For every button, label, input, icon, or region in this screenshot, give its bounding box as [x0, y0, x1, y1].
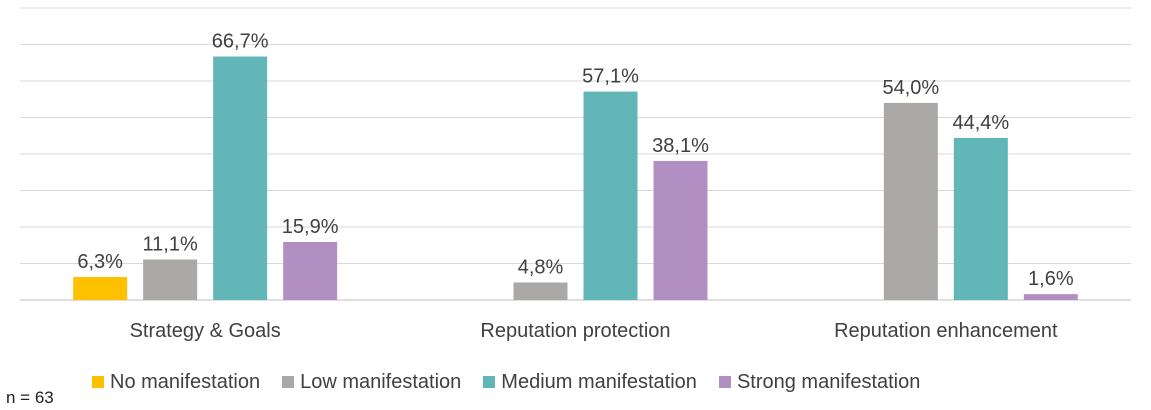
- bar: [143, 259, 198, 300]
- legend-item: No manifestation: [92, 371, 260, 394]
- category-labels: Strategy & Goals Reputation protection Rep…: [130, 320, 1058, 342]
- data-label: 54,0%: [882, 77, 939, 99]
- bar: [73, 277, 128, 300]
- bars: [73, 56, 1078, 301]
- category-label: Reputation enhancement: [834, 320, 1058, 342]
- legend-item: Strong manifestation: [718, 370, 921, 394]
- legend-swatch: [282, 376, 295, 388]
- data-label: 66,7%: [212, 31, 269, 53]
- legend-label: Medium manifestation: [501, 370, 697, 393]
- bar: [1023, 294, 1078, 300]
- data-label: 4,8%: [518, 256, 564, 278]
- data-label: 6,3%: [77, 251, 123, 273]
- legend: No manifestation Low manifestation Medium …: [92, 368, 942, 396]
- data-label: 38,1%: [652, 135, 709, 157]
- legend-swatch: [718, 376, 731, 388]
- category-label: Strategy & Goals: [130, 320, 281, 342]
- legend-swatch: [483, 376, 496, 388]
- data-label: 1,6%: [1028, 268, 1074, 290]
- bar: [583, 91, 638, 301]
- bar: [883, 102, 938, 301]
- data-label: 15,9%: [282, 216, 339, 238]
- legend-label: Strong manifestation: [736, 370, 921, 393]
- legend-label: Low manifestation: [300, 370, 462, 393]
- legend-swatch: [92, 376, 104, 388]
- legend-label: No manifestation: [110, 370, 261, 393]
- sample-size-note: n = 63: [6, 388, 54, 407]
- bar: [953, 137, 1008, 300]
- bar: [213, 56, 268, 300]
- data-label: 11,1%: [143, 233, 198, 255]
- bar: [653, 160, 708, 300]
- bar: [513, 282, 568, 300]
- data-label: 44,4%: [952, 112, 1009, 134]
- bar: [283, 241, 338, 300]
- legend-item: Low manifestation: [282, 371, 461, 394]
- gridlines: [20, 7, 1131, 301]
- data-labels: 6,3% 11,1% 66,7% 15,9% 4,8% 57,1% 38,1% 54,0% 44…: [77, 31, 1073, 291]
- data-label: 57,1%: [582, 66, 639, 88]
- legend-item: Medium manifestation: [483, 371, 697, 394]
- category-label: Reputation protection: [480, 320, 670, 342]
